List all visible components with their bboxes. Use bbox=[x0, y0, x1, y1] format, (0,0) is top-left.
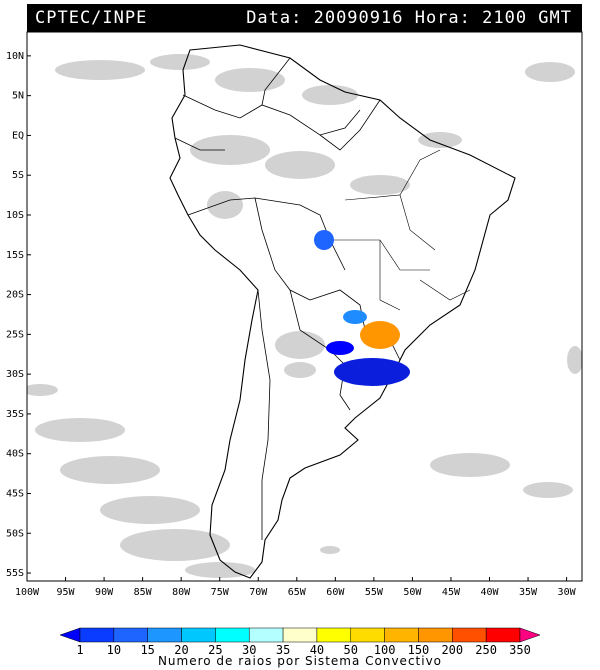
lon-tick-label: 35W bbox=[519, 587, 538, 598]
lon-tick-label: 40W bbox=[480, 587, 499, 598]
lon-tick-label: 65W bbox=[288, 587, 307, 598]
lat-tick-label: 15S bbox=[6, 250, 24, 261]
colorbar-segment bbox=[282, 627, 318, 643]
colorbar-segment bbox=[181, 627, 216, 643]
lat-tick-label: 30S bbox=[6, 369, 24, 380]
system-parana bbox=[360, 321, 400, 349]
colorbar-tick-label: 100 bbox=[374, 643, 396, 654]
colorbar-segment bbox=[418, 627, 453, 643]
colorbar: 1 10 15 20 25 30 35 40 50 100 150 200 250 350 bbox=[59, 627, 541, 654]
colorbar-tick-label: 1 bbox=[76, 643, 83, 654]
system-chaco bbox=[326, 341, 354, 355]
lat-tick-label: 45S bbox=[6, 488, 24, 499]
system-rio-grande-do-sul bbox=[334, 358, 410, 386]
colorbar-tick-label: 10 bbox=[107, 643, 121, 654]
state-borders bbox=[330, 149, 471, 311]
colorbar-tick-label: 200 bbox=[441, 643, 463, 654]
colorbar-tick-label: 40 bbox=[310, 643, 324, 654]
lat-tick-label: 35S bbox=[6, 409, 24, 420]
lat-tick-label: EQ bbox=[12, 130, 24, 141]
colorbar-segment bbox=[519, 627, 541, 643]
colorbar-segment bbox=[350, 627, 385, 643]
colorbar-segment bbox=[79, 627, 115, 643]
lon-tick-label: 75W bbox=[211, 587, 230, 598]
lat-tick-label: 5N bbox=[12, 91, 24, 102]
header-organization: CPTEC/INPE bbox=[35, 8, 148, 28]
colorbar-segment bbox=[147, 627, 182, 643]
colorbar-segment bbox=[59, 627, 81, 643]
continent-outline bbox=[169, 44, 516, 579]
colorbar-tick-label: 20 bbox=[174, 643, 188, 654]
colorbar-segment bbox=[248, 627, 284, 643]
colorbar-tick-label: 15 bbox=[140, 643, 154, 654]
lon-tick-label: 85W bbox=[134, 587, 153, 598]
colorbar-segment bbox=[316, 627, 352, 643]
lat-tick-label: 55S bbox=[6, 568, 24, 579]
lat-tick-label: 20S bbox=[6, 290, 24, 301]
colorbar-segment bbox=[485, 627, 521, 643]
colorbar-segment bbox=[113, 627, 148, 643]
lon-tick-label: 55W bbox=[365, 587, 384, 598]
cloud-cover bbox=[27, 54, 582, 578]
colorbar-caption: Numero de raios por Sistema Convectivo bbox=[157, 654, 443, 668]
country-borders bbox=[174, 57, 401, 540]
colorbar-tick-label: 250 bbox=[475, 643, 497, 654]
lightning-systems bbox=[314, 230, 410, 386]
lon-tick-label: 60W bbox=[326, 587, 345, 598]
colorbar-tick-label: 35 bbox=[276, 643, 290, 654]
lat-tick-label: 10N bbox=[6, 51, 24, 62]
lightning-map: 10N5NEQ5S10S15S20S25S30S35S40S45S50S55S … bbox=[6, 31, 583, 598]
lat-tick-label: 50S bbox=[6, 528, 24, 539]
lon-tick-label: 80W bbox=[172, 587, 191, 598]
longitude-axis: 100W 95W 90W 85W 80W 75W 70W 65W 60W 55W 50W 45W 40W… bbox=[15, 577, 577, 598]
lon-tick-label: 90W bbox=[95, 587, 114, 598]
colorbar-segment bbox=[452, 627, 487, 643]
header-datetime: Data: 20090916 Hora: 2100 GMT bbox=[246, 8, 572, 28]
colorbar-tick-label: 150 bbox=[408, 643, 430, 654]
colorbar-tick-label: 25 bbox=[208, 643, 222, 654]
colorbar-tick-label: 50 bbox=[344, 643, 358, 654]
system-mato-grosso bbox=[314, 230, 334, 250]
lon-tick-label: 30W bbox=[558, 587, 577, 598]
lon-tick-label: 95W bbox=[57, 587, 76, 598]
lat-tick-label: 5S bbox=[12, 170, 24, 181]
system-paraguay-north bbox=[343, 310, 367, 324]
colorbar-labels: 1 10 15 20 25 30 35 40 50 100 150 200 250 350 bbox=[76, 643, 530, 654]
lon-tick-label: 70W bbox=[249, 587, 268, 598]
colorbar-tick-label: 30 bbox=[242, 643, 256, 654]
map-frame bbox=[26, 31, 583, 582]
lat-tick-label: 40S bbox=[6, 449, 24, 460]
lon-tick-label: 100W bbox=[15, 587, 40, 598]
colorbar-segment bbox=[384, 627, 419, 643]
map-header: CPTEC/INPE Data: 20090916 Hora: 2100 GMT bbox=[27, 4, 582, 32]
colorbar-segment bbox=[215, 627, 250, 643]
map-background bbox=[27, 32, 582, 581]
lat-tick-label: 25S bbox=[6, 329, 24, 340]
latitude-axis: 10N 5N EQ 5S 10S 15S 20S 25S 30S 35S 40S 45S 50S 55S bbox=[6, 51, 31, 579]
lon-tick-label: 45W bbox=[442, 587, 461, 598]
colorbar-tick-label: 350 bbox=[509, 643, 531, 654]
colorbar-segments bbox=[59, 627, 541, 643]
lat-tick-label: 10S bbox=[6, 210, 24, 221]
lon-tick-label: 50W bbox=[403, 587, 422, 598]
